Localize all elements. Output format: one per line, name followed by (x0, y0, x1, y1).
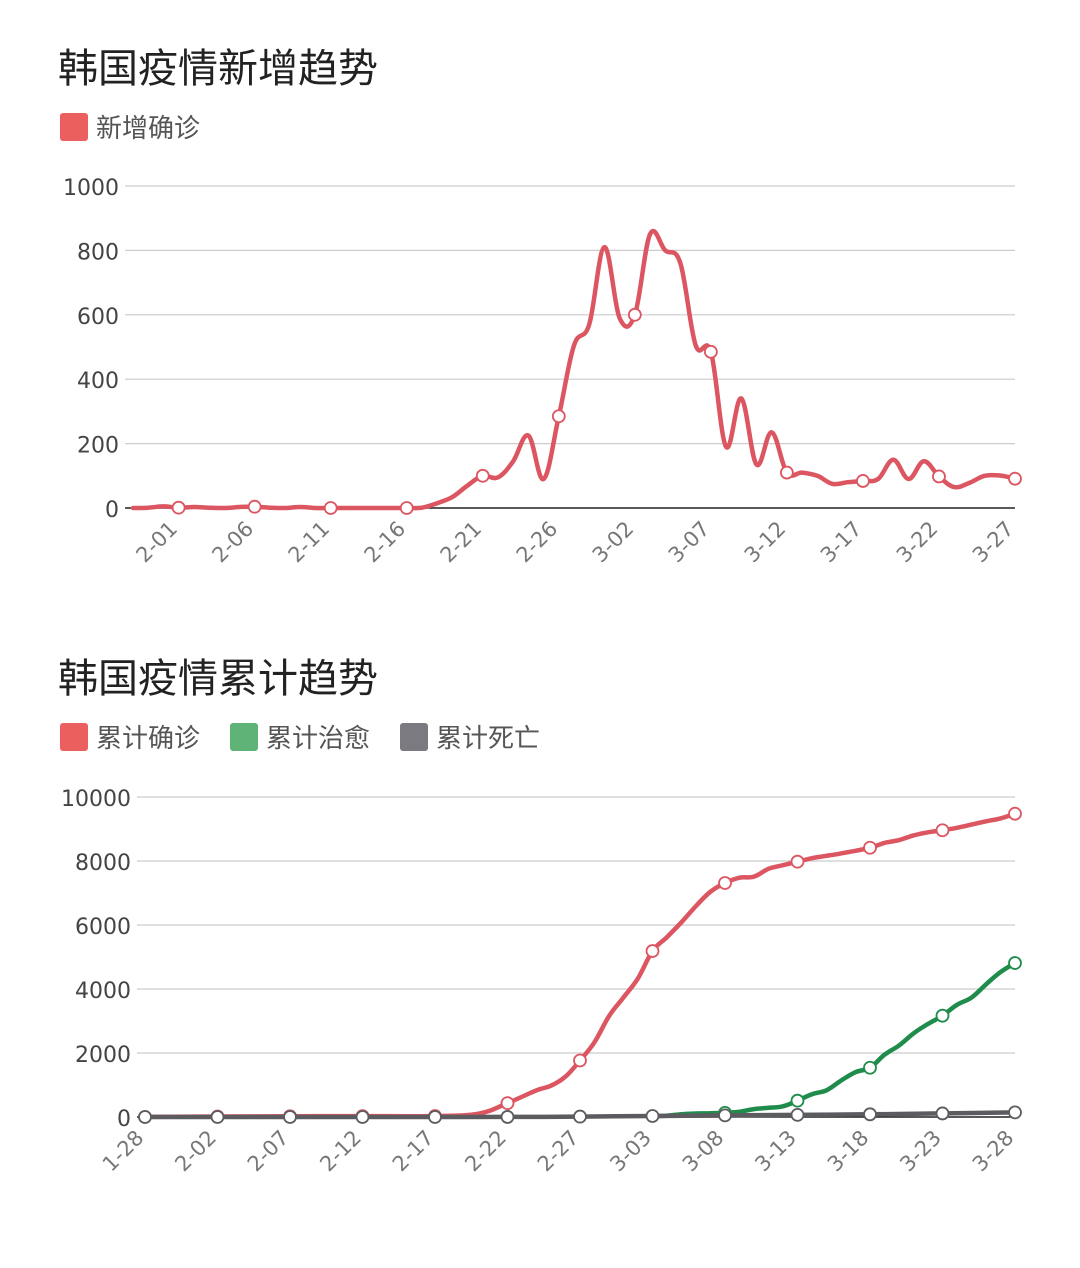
data-point (627, 307, 642, 322)
x-tick-label: 2-21 (436, 517, 487, 568)
legend-swatch (230, 722, 259, 751)
data-point (399, 501, 414, 515)
x-tick-label: 2-07 (243, 1126, 294, 1177)
data-point (500, 1096, 515, 1111)
series-line-1 (650, 960, 1018, 1119)
x-tick-label: 2-11 (284, 517, 335, 568)
data-point (428, 1110, 442, 1124)
legend-label: 新增确诊 (96, 114, 201, 144)
y-tick-label: 1000 (63, 176, 119, 201)
x-tick-label: 2-12 (315, 1126, 366, 1177)
cumulative-line-chart: 0 2000 4000 6000 8000 10000 1-28 2-02 2-07 2-12 2-… (61, 787, 1022, 1177)
legend-item-cumulative-confirmed[interactable]: 累计确诊 (60, 718, 200, 755)
data-point (718, 876, 732, 890)
legend-label: 累计确诊 (96, 724, 201, 754)
data-point (247, 499, 262, 514)
x-tick-label: 2-17 (388, 1126, 439, 1177)
y-tick-label: 0 (105, 498, 119, 523)
data-point (171, 500, 186, 515)
x-tick-label: 2-16 (360, 517, 411, 568)
data-point (475, 468, 490, 483)
chart-legend: 新增确诊 (60, 108, 230, 145)
data-point (863, 1107, 877, 1122)
legend-item-cumulative-deaths[interactable]: 累计死亡 (400, 718, 540, 755)
x-tick-label: 3-23 (895, 1126, 946, 1177)
y-tick-label: 8000 (75, 851, 131, 876)
data-point (1008, 956, 1022, 970)
series-line-0 (130, 228, 1018, 511)
x-tick-label: 2-26 (512, 517, 563, 568)
data-point (856, 474, 870, 488)
data-point (935, 1008, 950, 1023)
legend-item-cumulative-recovered[interactable]: 累计治愈 (230, 718, 370, 755)
y-tick-label: 6000 (75, 915, 131, 940)
x-tick-label: 2-22 (460, 1126, 511, 1177)
y-tick-label: 10000 (61, 787, 131, 812)
series-line-0 (142, 811, 1018, 1120)
data-point (500, 1110, 515, 1124)
data-point (932, 469, 946, 484)
data-point (1008, 806, 1022, 821)
x-tick-label: 3-17 (816, 517, 867, 568)
x-tick-label: 1-28 (98, 1126, 149, 1177)
daily-line-chart: 0 200 400 600 800 1000 2-01 2-06 2-11 2-16 2-21 2-2… (63, 176, 1022, 568)
x-tick-label: 3-18 (823, 1126, 874, 1177)
data-point (283, 1110, 297, 1124)
cumulative-chart-section: 韩国疫情累计趋势 累计确诊 累计治愈 累计死亡 0 2000 4000 6000 800… (0, 610, 1080, 1268)
data-point (645, 944, 660, 958)
legend-label: 累计死亡 (436, 724, 541, 754)
legend-swatch (60, 112, 88, 141)
x-tick-label: 3-27 (968, 517, 1019, 568)
y-tick-label: 600 (77, 305, 119, 330)
x-tick-label: 3-22 (892, 517, 943, 568)
data-point (718, 1108, 732, 1123)
data-point (355, 1110, 370, 1124)
data-point (323, 501, 338, 515)
chart-title: 韩国疫情累计趋势 (58, 656, 378, 702)
data-point (573, 1109, 587, 1124)
x-tick-label: 2-02 (170, 1126, 221, 1177)
data-point (210, 1110, 225, 1124)
legend-swatch (400, 722, 429, 751)
data-point (790, 1107, 805, 1122)
x-tick-label: 2-27 (533, 1126, 584, 1177)
x-tick-label: 3-13 (750, 1126, 801, 1177)
y-tick-label: 2000 (75, 1043, 131, 1068)
x-tick-label: 3-03 (605, 1126, 656, 1177)
chart-legend: 累计确诊 累计治愈 累计死亡 (60, 718, 570, 755)
x-tick-label: 3-28 (968, 1126, 1019, 1177)
data-point (1008, 1105, 1022, 1120)
chart-title: 韩国疫情新增趋势 (58, 46, 378, 92)
x-tick-label: 3-12 (740, 517, 791, 568)
data-point (779, 465, 794, 480)
x-tick-label: 2-06 (208, 517, 259, 568)
data-point (935, 823, 950, 838)
legend-item-new-confirmed[interactable]: 新增确诊 (60, 108, 200, 145)
data-point (935, 1106, 950, 1121)
data-point (863, 840, 877, 855)
data-point (551, 409, 566, 424)
data-point (703, 344, 718, 359)
x-tick-label: 3-07 (664, 517, 715, 568)
y-tick-label: 200 (77, 434, 119, 459)
y-tick-label: 0 (117, 1107, 131, 1132)
x-tick-label: 3-02 (588, 517, 639, 568)
x-tick-label: 3-08 (678, 1126, 729, 1177)
legend-swatch (60, 722, 88, 751)
x-tick-label: 2-01 (131, 517, 182, 568)
y-tick-label: 4000 (75, 979, 131, 1004)
data-point (645, 1109, 660, 1123)
data-point (1008, 471, 1022, 486)
daily-chart-section: 韩国疫情新增趋势 新增确诊 0 200 400 600 800 1000 2-01 2-06 2… (0, 0, 1080, 610)
data-point (863, 1060, 877, 1075)
legend-label: 累计治愈 (266, 724, 371, 754)
y-tick-label: 800 (77, 240, 119, 265)
data-point (573, 1053, 587, 1068)
data-point (138, 1110, 152, 1124)
data-point (790, 854, 805, 869)
data-point (790, 1093, 805, 1108)
y-tick-label: 400 (77, 369, 119, 394)
